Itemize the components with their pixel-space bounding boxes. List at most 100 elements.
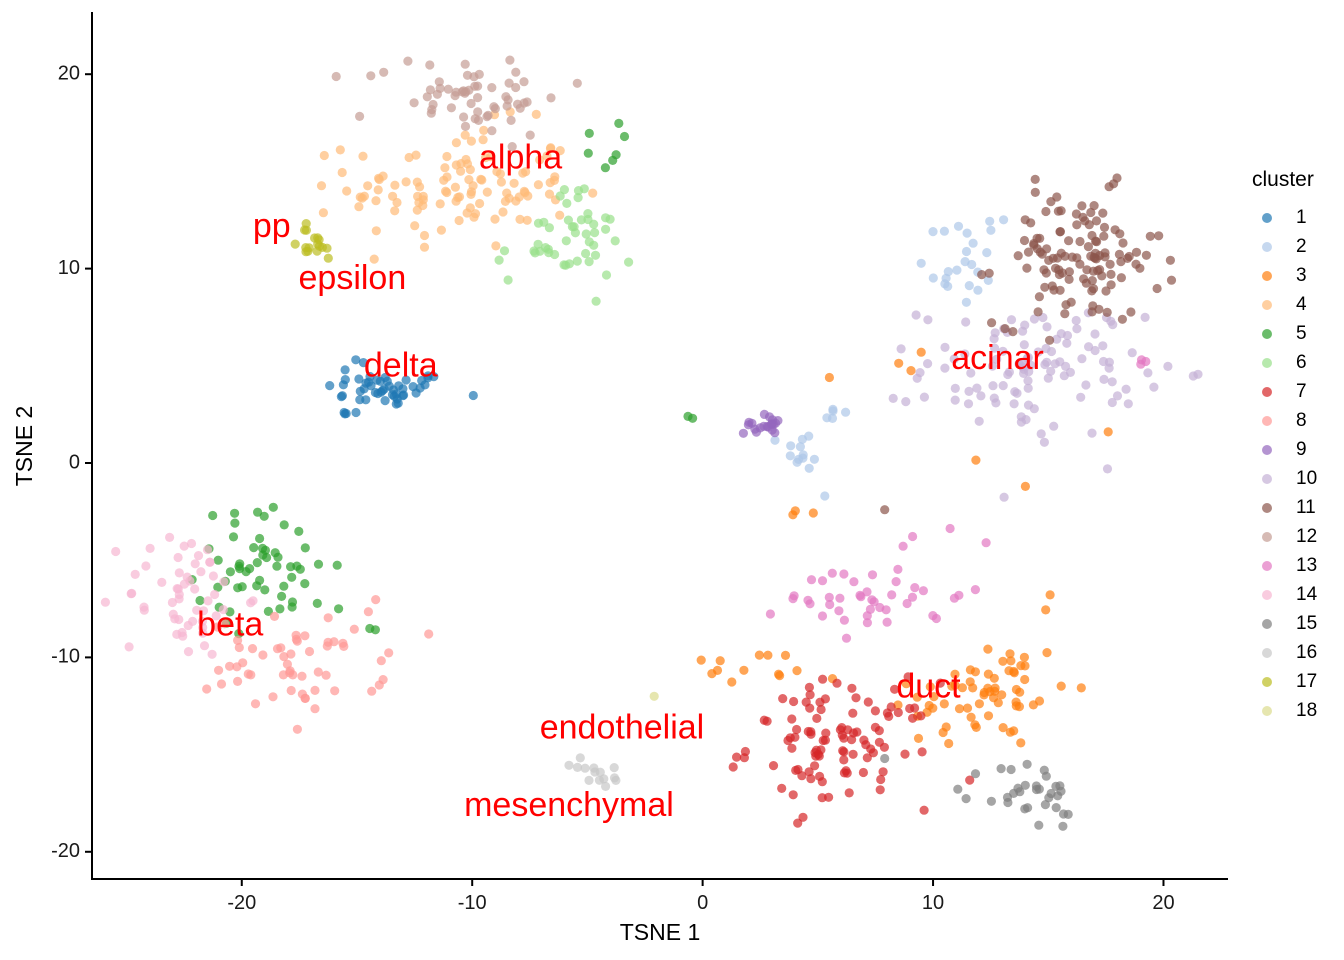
point-cluster-3 [1016,738,1026,748]
point-cluster-6 [533,218,544,228]
legend-label-9: 9 [1296,439,1307,460]
point-cluster-10 [966,368,976,378]
series-1 [325,355,478,419]
point-cluster-10 [1140,312,1150,322]
point-cluster-10 [1072,324,1082,334]
point-cluster-14 [179,579,189,589]
point-cluster-14 [170,614,180,624]
point-cluster-7 [862,753,872,763]
point-cluster-3 [970,720,980,730]
point-cluster-5 [334,604,344,614]
point-cluster-4 [522,215,532,225]
point-cluster-8 [300,693,310,704]
point-cluster-11 [880,505,890,515]
point-cluster-2 [928,273,938,283]
point-cluster-3 [998,656,1008,666]
point-cluster-16 [599,774,609,784]
point-cluster-10 [989,393,999,403]
series-18 [649,691,659,701]
point-cluster-4 [490,214,500,224]
point-cluster-10 [1143,368,1153,378]
point-cluster-10 [1026,360,1036,370]
point-cluster-7 [785,733,795,743]
point-cluster-14 [127,588,137,599]
point-cluster-16 [575,753,585,763]
point-cluster-5 [294,526,304,537]
point-cluster-7 [816,704,826,715]
point-cluster-12 [460,121,471,131]
point-cluster-10 [972,383,982,393]
point-cluster-11 [1064,274,1074,284]
point-cluster-2 [770,435,780,445]
point-cluster-6 [563,215,574,225]
point-cluster-7 [916,711,926,721]
point-cluster-14 [205,557,215,567]
series-17 [290,219,333,263]
point-cluster-5 [584,128,594,138]
point-cluster-4 [531,109,541,119]
point-cluster-7 [806,774,816,784]
point-cluster-5 [300,579,310,589]
point-cluster-7 [811,745,822,755]
point-cluster-1 [393,398,403,408]
point-cluster-4 [442,187,452,198]
point-cluster-15 [1002,792,1013,803]
point-cluster-10 [949,354,959,364]
point-cluster-11 [1086,207,1096,218]
point-cluster-13 [803,595,813,605]
point-cluster-2 [820,491,830,501]
point-cluster-12 [379,67,389,77]
point-cluster-1 [380,372,390,383]
point-cluster-3 [939,699,949,709]
point-cluster-11 [1013,251,1023,261]
point-cluster-13 [856,592,866,602]
point-cluster-11 [1099,222,1110,232]
point-cluster-8 [367,686,377,696]
point-cluster-11 [1135,263,1145,273]
point-cluster-12 [443,84,453,94]
legend-key-5 [1262,329,1272,339]
point-cluster-4 [469,212,479,222]
point-cluster-5 [313,559,324,569]
point-cluster-4 [401,177,411,187]
point-cluster-7 [858,767,869,778]
point-cluster-8 [321,670,331,680]
point-cluster-8 [286,649,296,659]
point-cluster-7 [847,735,857,745]
legend-label-5: 5 [1296,323,1307,344]
axes [91,12,1228,880]
point-cluster-3 [983,644,993,654]
point-cluster-3 [941,722,951,732]
point-cluster-10 [1087,428,1097,438]
point-cluster-11 [1072,220,1082,230]
point-cluster-2 [809,454,820,464]
point-cluster-2 [943,267,953,277]
point-cluster-7 [837,730,847,740]
point-cluster-14 [196,567,206,577]
point-cluster-2 [804,463,814,473]
point-cluster-12 [425,85,435,95]
point-cluster-4 [478,135,488,145]
legend-label-4: 4 [1296,294,1307,315]
point-cluster-12 [460,88,470,98]
point-cluster-12 [489,102,499,112]
point-cluster-4 [439,175,449,185]
point-cluster-9 [767,419,777,429]
x-tick-label: 10 [922,892,944,914]
point-cluster-12 [572,78,582,88]
point-cluster-11 [1022,263,1032,273]
legend-key-14 [1262,590,1272,600]
point-cluster-4 [482,187,492,197]
point-cluster-13 [835,593,845,603]
point-cluster-9 [743,420,754,430]
point-cluster-13 [910,583,920,593]
point-cluster-10 [1099,374,1109,384]
point-cluster-7 [815,771,825,782]
point-cluster-13 [875,602,885,613]
point-cluster-3 [715,656,725,666]
point-cluster-12 [473,93,483,103]
point-cluster-4 [454,215,464,226]
point-cluster-8 [286,685,296,696]
point-cluster-3 [696,655,706,665]
